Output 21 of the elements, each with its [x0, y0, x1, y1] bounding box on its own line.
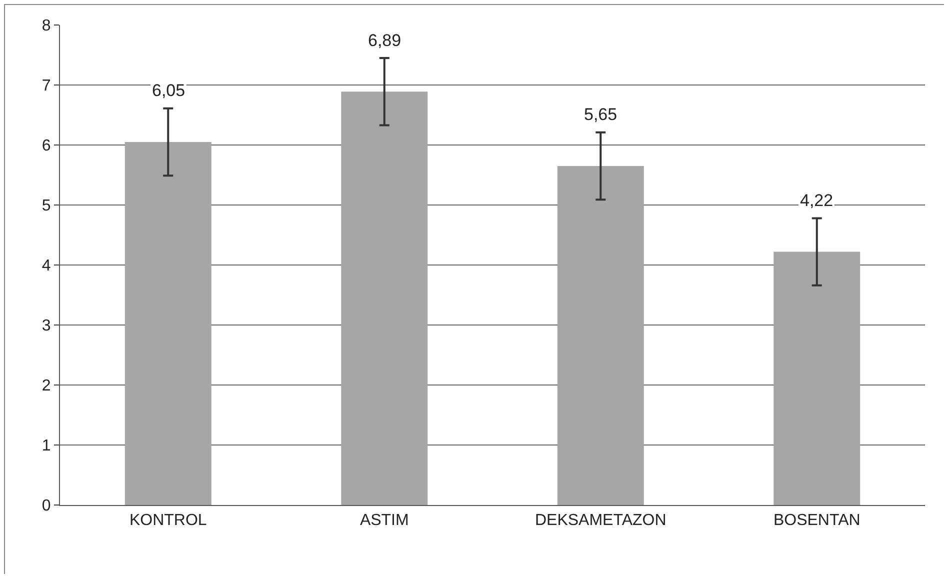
y-tick-label: 6 — [42, 138, 51, 155]
y-tick-label: 0 — [42, 498, 51, 515]
bar — [557, 166, 644, 505]
y-tick-label: 2 — [42, 378, 51, 395]
data-label: 6,05 — [152, 81, 186, 100]
y-tick-label: 1 — [42, 438, 51, 455]
y-tick-label: 8 — [42, 18, 51, 35]
x-tick-label: KONTROL — [129, 512, 207, 530]
y-tick-label: 3 — [42, 318, 51, 335]
bar — [774, 252, 860, 505]
y-tick-label: 5 — [42, 198, 51, 215]
data-label: 5,65 — [584, 105, 618, 124]
x-tick-label: ASTIM — [360, 512, 409, 530]
bar — [341, 92, 428, 505]
y-tick-label: 4 — [42, 258, 51, 275]
x-tick-label: DEKSAMETAZON — [534, 512, 666, 530]
data-label: 6,89 — [368, 31, 402, 50]
y-tick-label: 7 — [42, 78, 51, 95]
data-label: 4,22 — [800, 191, 834, 210]
x-tick-label: BOSENTAN — [773, 512, 860, 530]
bar — [124, 142, 212, 505]
